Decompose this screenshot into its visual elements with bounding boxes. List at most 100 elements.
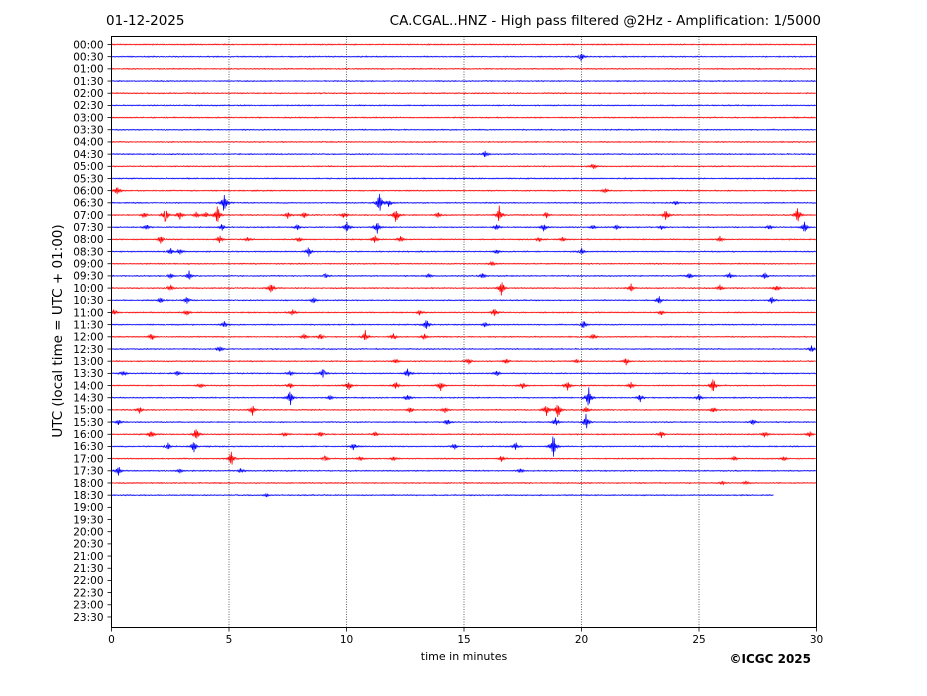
y-tick-label: 23:30 [73,612,103,624]
trace-row-0330 [111,128,817,132]
trace-row-0030 [111,53,817,62]
y-tick-label: 16:00 [73,429,103,441]
y-tick-label: 15:00 [73,405,103,417]
y-tick-label: 12:00 [73,332,103,344]
trace-row-0430 [111,150,817,158]
trace-row-1130 [111,320,817,329]
trace-row-1030 [111,296,817,304]
y-tick-label: 17:00 [73,453,103,465]
trace-row-0630 [111,193,817,211]
y-tick-label: 10:00 [73,283,103,295]
x-tick-label: 5 [226,634,233,646]
trace-row-1830 [111,492,774,498]
x-tick-label: 15 [457,634,470,646]
trace-row-0600 [111,187,817,195]
y-tick-label: 09:30 [73,271,103,283]
y-tick-label: 14:00 [73,380,103,392]
trace-row-0800 [111,235,817,244]
y-tick-label: 06:30 [73,198,103,210]
y-tick-label: 07:00 [73,210,103,222]
seismic-traces [111,43,817,498]
y-tick-label: 01:00 [73,64,103,76]
trace-row-0230 [111,104,817,107]
y-tick-label: 08:30 [73,246,103,258]
trace-row-0700 [111,205,817,222]
trace-row-1730 [111,466,817,476]
y-tick-label: 02:30 [73,100,103,112]
trace-row-0130 [111,79,817,83]
y-tick-label: 06:00 [73,185,103,197]
chart-title: CA.CGAL..HNZ - High pass filtered @2Hz -… [390,13,821,29]
trace-row-0930 [111,270,817,280]
y-tick-label: 02:00 [73,88,103,100]
x-tick-label: 0 [108,634,115,646]
trace-row-0900 [111,260,817,266]
y-tick-label: 23:00 [73,600,103,612]
y-axis-label: UTC (local time = UTC + 01:00) [50,224,66,437]
y-tick-label: 12:30 [73,344,103,356]
y-tick-label: 18:00 [73,478,103,490]
trace-row-0730 [111,221,817,234]
x-tick-label: 10 [340,634,353,646]
y-tick-label: 09:00 [73,259,103,271]
plot-frame [111,36,817,628]
y-tick-label: 04:30 [73,149,103,161]
trace-row-1230 [111,345,817,352]
y-tick-label: 21:30 [73,563,103,575]
y-tick-label: 03:00 [73,112,103,124]
y-tick-label: 21:00 [73,551,103,563]
trace-row-0300 [111,116,817,119]
y-tick-label: 22:00 [73,575,103,587]
y-tick-label: 07:30 [73,222,103,234]
trace-row-0500 [111,163,817,170]
trace-row-0830 [111,247,817,257]
trace-row-1600 [111,429,817,439]
x-tick-label: 20 [575,634,588,646]
trace-row-1000 [111,282,817,296]
trace-row-0400 [111,140,817,144]
trace-row-1430 [111,387,817,406]
y-tick-label: 11:00 [73,307,103,319]
trace-row-0000 [111,43,817,46]
y-tick-label: 01:30 [73,76,103,88]
y-tick-label: 19:00 [73,502,103,514]
trace-row-1300 [111,358,817,366]
trace-row-0530 [111,177,817,180]
y-tick-label: 16:30 [73,441,103,453]
x-axis-ticks: 0 5 10 15 20 25 30 [108,627,823,646]
y-tick-label: 08:00 [73,234,103,246]
y-tick-label: 04:00 [73,137,103,149]
trace-row-1700 [111,451,816,465]
copyright: ©ICGC 2025 [729,652,811,666]
y-tick-label: 18:30 [73,490,103,502]
trace-row-0200 [111,91,817,95]
y-tick-label: 14:30 [73,393,103,405]
x-axis-label: time in minutes [421,650,508,663]
trace-row-1330 [111,368,817,378]
y-tick-label: 17:30 [73,466,103,478]
y-tick-label: 11:30 [73,319,103,331]
y-tick-label: 03:30 [73,125,103,137]
y-tick-label: 10:30 [73,295,103,307]
y-tick-label: 20:00 [73,527,103,539]
trace-row-0100 [111,67,817,71]
vertical-gridlines [228,36,700,628]
chart-date: 01-12-2025 [106,13,184,29]
y-tick-label: 13:30 [73,368,103,380]
y-axis-ticks: 00:0000:3001:0001:3002:0002:3003:0003:30… [73,39,112,624]
trace-row-1200 [111,330,817,341]
y-tick-label: 00:00 [73,39,103,51]
y-tick-label: 20:30 [73,539,103,551]
trace-row-1530 [111,413,817,429]
y-tick-label: 19:30 [73,514,103,526]
y-tick-label: 22:30 [73,587,103,599]
y-tick-label: 05:30 [73,173,103,185]
y-tick-label: 13:00 [73,356,103,368]
trace-row-1100 [111,308,817,317]
trace-row-1400 [111,379,817,392]
y-tick-label: 05:00 [73,161,103,173]
trace-row-1500 [111,404,817,417]
trace-row-1800 [111,480,817,486]
y-tick-label: 00:30 [73,51,103,63]
x-tick-label: 30 [810,634,823,646]
